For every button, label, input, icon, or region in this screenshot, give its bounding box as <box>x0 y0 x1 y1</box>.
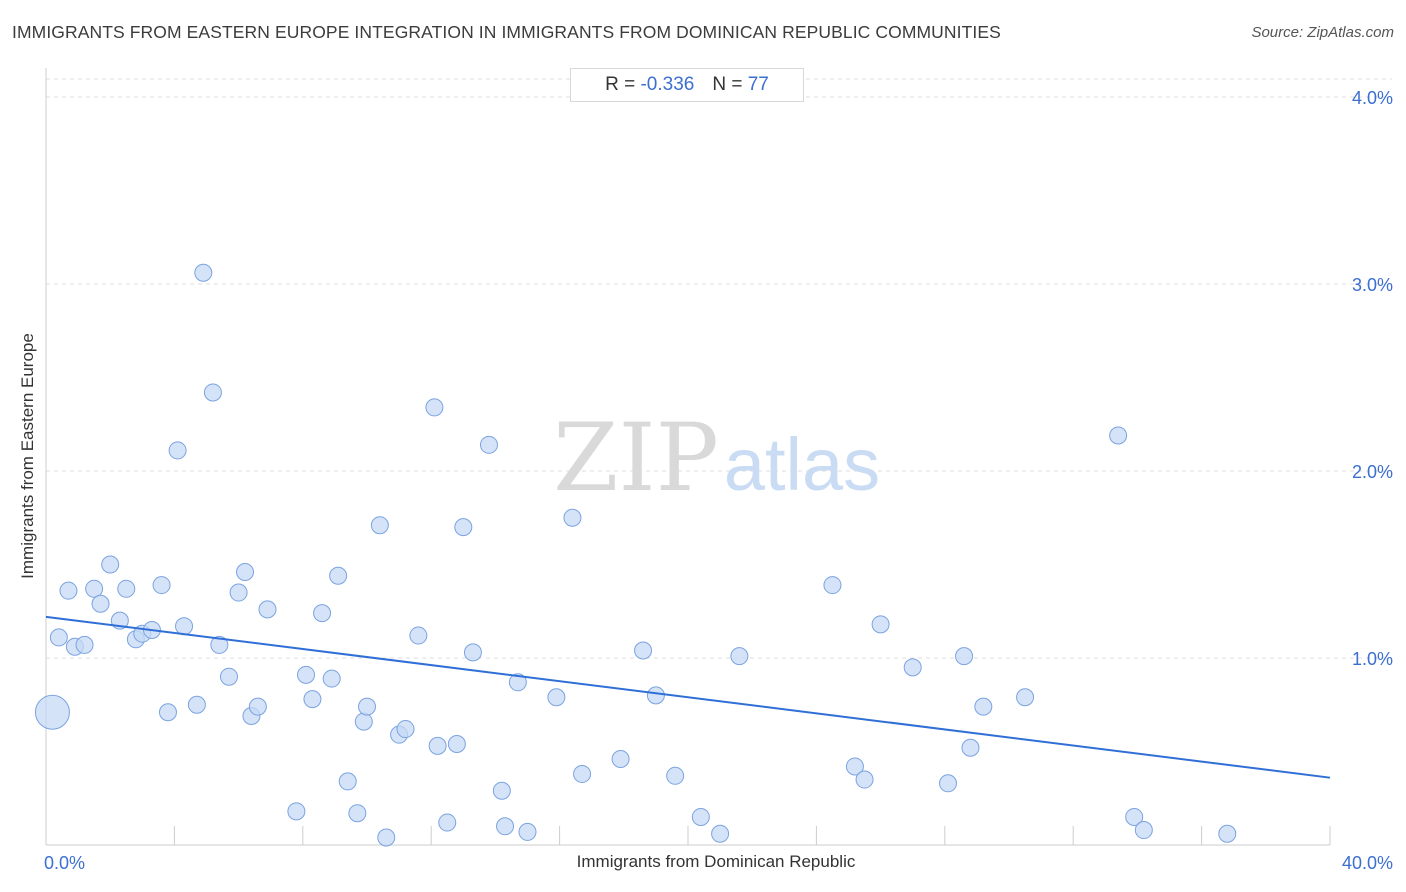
y-tick-label: 3.0% <box>1352 275 1393 295</box>
data-point <box>518 822 537 841</box>
data-point <box>871 615 890 634</box>
data-point <box>322 669 341 688</box>
data-point <box>91 594 110 613</box>
data-point <box>492 781 511 800</box>
data-point <box>358 697 376 716</box>
data-point <box>303 690 322 709</box>
r-value: -0.336 <box>640 74 695 95</box>
data-point <box>248 697 267 716</box>
data-point <box>409 626 428 645</box>
data-point <box>573 764 592 783</box>
data-point <box>463 643 482 662</box>
data-point <box>454 518 473 537</box>
data-point <box>152 576 171 595</box>
data-point <box>117 579 136 598</box>
data-point <box>49 628 68 647</box>
y-tick-label: 4.0% <box>1352 88 1393 108</box>
y-tick-label: 1.0% <box>1352 649 1393 669</box>
watermark: ZIP atlas <box>553 404 880 513</box>
watermark-atlas: atlas <box>724 423 880 506</box>
data-point <box>563 508 582 527</box>
n-value: 77 <box>747 74 769 95</box>
data-point <box>939 774 958 793</box>
data-point <box>287 802 306 821</box>
data-point <box>428 736 447 755</box>
data-point <box>611 749 630 768</box>
data-point <box>1218 824 1237 843</box>
data-point <box>175 617 194 636</box>
data-point <box>903 658 922 677</box>
data-point <box>634 641 653 660</box>
data-point <box>229 583 248 602</box>
data-point <box>34 694 70 730</box>
data-point <box>447 735 466 754</box>
data-point <box>1016 688 1035 707</box>
data-point <box>59 581 78 600</box>
y-tick-label: 2.0% <box>1352 462 1393 482</box>
data-point <box>313 604 332 623</box>
data-point <box>547 688 566 707</box>
source-label: Source: ZipAtlas.com <box>1251 24 1394 41</box>
data-point <box>187 695 206 714</box>
data-point <box>236 562 255 581</box>
data-point <box>377 828 396 847</box>
data-point <box>823 576 842 595</box>
data-point <box>396 720 415 739</box>
r-stat: R = -0.336 <box>605 74 694 96</box>
data-point <box>338 772 357 791</box>
r-label: R = <box>605 74 641 95</box>
data-point <box>496 817 515 836</box>
trend-line <box>45 615 1331 779</box>
data-point <box>425 398 444 417</box>
x-tick-label: 0.0% <box>44 853 85 873</box>
data-point <box>438 813 457 832</box>
x-tick-label: 40.0% <box>1342 853 1393 873</box>
data-points <box>34 263 1237 847</box>
data-point <box>329 566 348 585</box>
data-point <box>691 807 710 826</box>
data-point <box>101 555 120 574</box>
data-point <box>711 824 730 843</box>
data-point <box>508 673 527 692</box>
data-point <box>158 703 177 722</box>
data-point <box>845 757 864 776</box>
y-axis-label: Immigrants from Eastern Europe <box>18 333 37 579</box>
watermark-zip: ZIP <box>553 404 719 513</box>
data-point <box>855 770 874 789</box>
data-point <box>961 738 980 757</box>
data-point <box>1125 807 1144 826</box>
data-point <box>974 697 993 716</box>
data-point <box>75 635 94 654</box>
data-point <box>370 516 389 535</box>
data-point <box>646 686 665 705</box>
data-point <box>730 647 749 666</box>
tick-labels: 1.0% 2.0% 3.0% 4.0% 0.0% 40.0% <box>44 88 1393 873</box>
data-point <box>955 647 974 666</box>
n-stat: N = 77 <box>712 74 769 96</box>
x-axis-label: Immigrants from Dominican Republic <box>576 852 856 871</box>
data-point <box>210 635 229 654</box>
chart-title: IMMIGRANTS FROM EASTERN EUROPE INTEGRATI… <box>12 22 1001 42</box>
trend-line-path <box>45 615 1331 779</box>
n-label: N = <box>712 74 748 95</box>
data-point <box>258 600 277 619</box>
data-point <box>1109 426 1128 445</box>
data-point <box>194 263 213 282</box>
data-point <box>348 804 367 823</box>
data-point <box>219 667 238 686</box>
data-point <box>1134 821 1153 840</box>
data-point <box>85 579 104 598</box>
data-point <box>168 441 187 460</box>
data-point <box>297 665 316 684</box>
data-point <box>666 766 685 785</box>
data-point <box>354 712 373 731</box>
data-point <box>203 383 222 402</box>
data-point <box>479 435 498 454</box>
stats-legend: R = -0.336 N = 77 <box>570 68 804 102</box>
